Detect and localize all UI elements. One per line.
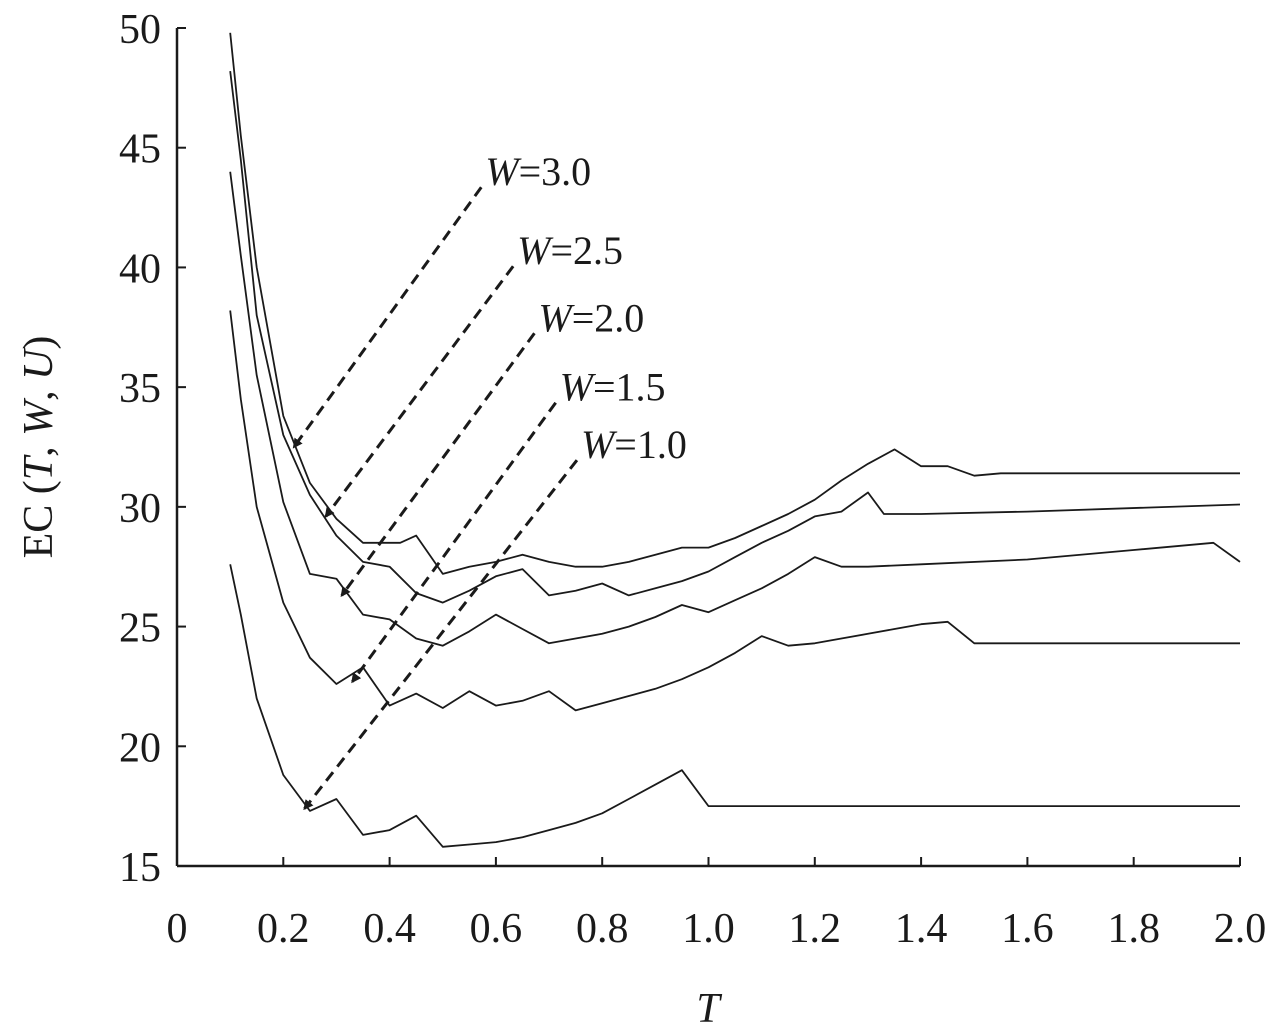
x-tick-label: 0.4 bbox=[363, 906, 416, 952]
x-tick-label: 1.4 bbox=[895, 906, 948, 952]
y-axis-title-var-u: U bbox=[16, 347, 62, 380]
y-axis-title-prefix: EC ( bbox=[16, 480, 62, 558]
series-line bbox=[229, 564, 1240, 848]
series-callout-arrow bbox=[340, 332, 536, 598]
series-label: W=2.5 bbox=[517, 228, 623, 273]
series-lines bbox=[229, 32, 1241, 848]
series-label: W=2.0 bbox=[538, 295, 644, 340]
series-label: W=3.0 bbox=[485, 149, 591, 194]
series-callout-arrow bbox=[292, 186, 483, 449]
series-label-value: =1.0 bbox=[614, 422, 687, 467]
x-tick-label: 0.6 bbox=[470, 906, 523, 952]
y-tick-label: 20 bbox=[119, 725, 161, 771]
series-label-var: W bbox=[581, 422, 618, 467]
series-line bbox=[229, 32, 1240, 575]
y-axis-title-var-t: T bbox=[16, 454, 62, 480]
x-tick-label: 1.0 bbox=[682, 906, 735, 952]
x-tick-label: 0.2 bbox=[257, 906, 310, 952]
x-tick-label: 0.8 bbox=[576, 906, 629, 952]
y-axis-title: EC (T, W, U) bbox=[16, 336, 62, 559]
series-line bbox=[229, 171, 1241, 647]
y-tick-label: 50 bbox=[119, 7, 161, 53]
series-label-value: =2.0 bbox=[572, 295, 645, 340]
y-axis-title-sep-1: , bbox=[16, 436, 62, 457]
y-tick-label: 15 bbox=[119, 845, 161, 891]
series-callout-arrow bbox=[324, 265, 515, 519]
series-label-value: =3.0 bbox=[519, 149, 592, 194]
series-line bbox=[229, 310, 1240, 712]
y-tick-label: 30 bbox=[119, 486, 161, 532]
series-label-var: W bbox=[538, 295, 575, 340]
series-label: W=1.0 bbox=[581, 422, 687, 467]
y-tick-label: 35 bbox=[119, 366, 161, 412]
series-label-value: =1.5 bbox=[593, 365, 666, 410]
axes bbox=[175, 28, 1240, 868]
series-label-var: W bbox=[560, 365, 597, 410]
x-ticks: 0 0.2 0.4 0.6 0.8 1.0 1.2 1.4 1.6 1.8 2.0 bbox=[167, 857, 1267, 952]
y-tick-label: 25 bbox=[119, 606, 161, 652]
series-label: W=1.5 bbox=[560, 365, 666, 410]
y-ticks: 15 20 25 30 35 40 45 50 bbox=[119, 7, 186, 891]
x-tick-label: 2.0 bbox=[1214, 906, 1267, 952]
y-axis-title-suffix: ) bbox=[16, 336, 62, 350]
x-tick-label: 1.8 bbox=[1107, 906, 1160, 952]
x-axis-title: T bbox=[696, 986, 722, 1032]
series-labels: W=3.0W=2.5W=2.0W=1.5W=1.0 bbox=[485, 149, 687, 467]
series-label-var: W bbox=[485, 149, 522, 194]
y-tick-label: 45 bbox=[119, 127, 161, 173]
x-tick-label: 1.6 bbox=[1001, 906, 1054, 952]
series-label-var: W bbox=[517, 228, 554, 273]
series-callout-arrow bbox=[303, 459, 579, 811]
y-axis-title-sep-2: , bbox=[16, 380, 62, 401]
x-tick-label: 1.2 bbox=[789, 906, 842, 952]
series-arrows bbox=[292, 186, 579, 811]
series-callout-arrow bbox=[351, 401, 557, 684]
series-line bbox=[229, 70, 1241, 604]
x-tick-label: 0 bbox=[167, 906, 188, 952]
y-tick-label: 40 bbox=[119, 246, 161, 292]
series-label-value: =2.5 bbox=[550, 228, 623, 273]
y-axis-title-var-w: W bbox=[16, 397, 62, 436]
